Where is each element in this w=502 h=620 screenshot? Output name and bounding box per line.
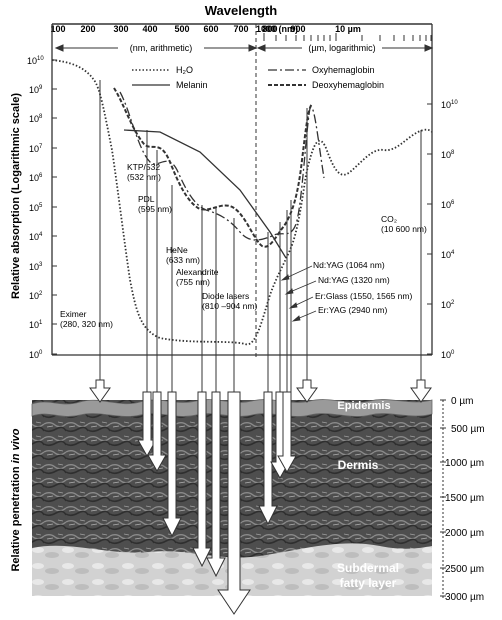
ylabel-1e2: 102 (29, 291, 43, 301)
arrow-diode-1 (206, 391, 226, 578)
arrow-hene (162, 391, 182, 538)
dermis-label: Dermis (338, 458, 379, 472)
legend-melanin: Melanin (176, 80, 208, 90)
depth-1000: 1000 µm (445, 458, 484, 469)
range-nm-label: (nm, arithmetic) (130, 43, 193, 53)
melanin-curve (123, 129, 287, 259)
deoxy-curve (113, 87, 313, 248)
arrow-diode-2 (217, 391, 251, 615)
tick-900: 900 (290, 24, 305, 34)
tick-600: 600 (203, 24, 218, 34)
label-co2: CO₂ (10 600 nm) (381, 214, 427, 234)
ylabel-1e4: 104 (29, 232, 43, 242)
label-eryag: Er:YAG (2940 nm) (318, 305, 387, 315)
top-axis: Wavelength 100 200 300 400 500 600 700 8… (50, 3, 434, 54)
absorption-curves (51, 59, 433, 346)
depth-3000: 3000 µm (445, 592, 484, 603)
label-alex: Alexandrite (755 nm) (176, 267, 219, 287)
tick-500: 500 (174, 24, 189, 34)
depth-1500: 1500 µm (445, 493, 484, 504)
arrow-alex (192, 391, 212, 568)
depth-2500: 2500 µm (445, 564, 484, 575)
arrow-ndyag-1064 (258, 391, 278, 526)
label-diode: Diode lasers (810 –904 nm) (202, 291, 257, 311)
label-ndyag-1320: Nd:YAG (1320 nm) (318, 275, 390, 285)
ylabel-1e5: 105 (29, 203, 43, 213)
rlabel-1e2: 102 (441, 300, 455, 310)
tick-100: 100 (50, 24, 65, 34)
tick-800: 800 (262, 24, 277, 34)
label-ktp: KTP/532 (532 nm) (127, 162, 161, 182)
ylabel-1e9: 109 (29, 85, 43, 95)
tick-300: 300 (113, 24, 128, 34)
rlabel-1e4: 104 (441, 250, 455, 260)
penetration-axis-title: Relative penetration in vivo (10, 428, 22, 571)
rlabel-1e6: 106 (441, 200, 455, 210)
fat-label-1: Subdermal (337, 561, 399, 575)
label-pdl: PDL (595 nm) (138, 194, 172, 214)
label-excimer: Eximer (280, 320 nm) (60, 309, 113, 329)
top-axis-ticks: 100 200 300 400 500 600 700 800 900 1000… (50, 24, 432, 41)
right-axis: 1010 108 106 104 102 100 (427, 100, 458, 360)
tick-700: 700 (233, 24, 248, 34)
depth-500: 500 µm (451, 424, 485, 435)
legend-oxy: Oxyhemaglobin (312, 65, 375, 75)
arrow-erglass (277, 391, 297, 474)
top-axis-title: Wavelength (205, 3, 278, 18)
range-um-label: (µm, logarithmic) (308, 43, 375, 53)
rlabel-1e8: 108 (441, 150, 455, 160)
tick-10um: 10 µm (335, 24, 361, 34)
ylabel-1e3: 103 (29, 262, 43, 272)
tick-1000: 1000 (nm) (256, 24, 298, 34)
tick-200: 200 (80, 24, 95, 34)
left-axis-title: Relative absorption (Logarithmic scale) (10, 93, 22, 299)
rlabel-1e10: 1010 (441, 100, 458, 110)
plot-frame (51, 24, 433, 360)
arrow-excimer (89, 379, 111, 403)
ylabel-1e8: 108 (29, 114, 43, 124)
water-curve (51, 59, 433, 346)
depth-0: 0 µm (451, 396, 473, 407)
oxy-curve (119, 91, 325, 241)
arrow-pdl (147, 391, 167, 473)
legend: H₂O Melanin Oxyhemaglobin Deoxyhemaglobi… (132, 65, 384, 90)
label-hene: HeNe (633 nm) (166, 245, 200, 265)
arrow-ktp (137, 391, 157, 458)
epidermis-label: Epidermis (337, 400, 390, 412)
label-erglass: Er:Glass (1550, 1565 nm) (315, 291, 412, 301)
arrow-eryag (296, 379, 318, 403)
fat-label-2: fatty layer (340, 576, 397, 590)
ylabel-1e6: 106 (29, 173, 43, 183)
legend-deoxy: Deoxyhemaglobin (312, 80, 384, 90)
ylabel-1e1: 101 (29, 320, 43, 330)
ylabel-1e0: 100 (29, 350, 43, 360)
label-ndyag-1064: Nd:YAG (1064 nm) (313, 260, 385, 270)
depth-2000: 2000 µm (445, 528, 484, 539)
ylabel-1e10: 1010 (27, 56, 44, 66)
laser-labels: Eximer (280, 320 nm) KTP/532 (532 nm) PDL(… (60, 162, 427, 329)
ylabel-1e7: 107 (29, 144, 43, 154)
penetration-arrows (89, 80, 432, 615)
tick-400: 400 (142, 24, 157, 34)
left-axis: Relative absorption (Logarithmic scale) … (10, 56, 57, 360)
rlabel-1e0: 100 (441, 350, 455, 360)
depth-scale: 0 µm 500 µm 1000 µm 1500 µm 2000 µm 2500… (440, 396, 485, 603)
legend-water: H₂O (176, 65, 193, 75)
arrow-co2 (410, 379, 432, 403)
